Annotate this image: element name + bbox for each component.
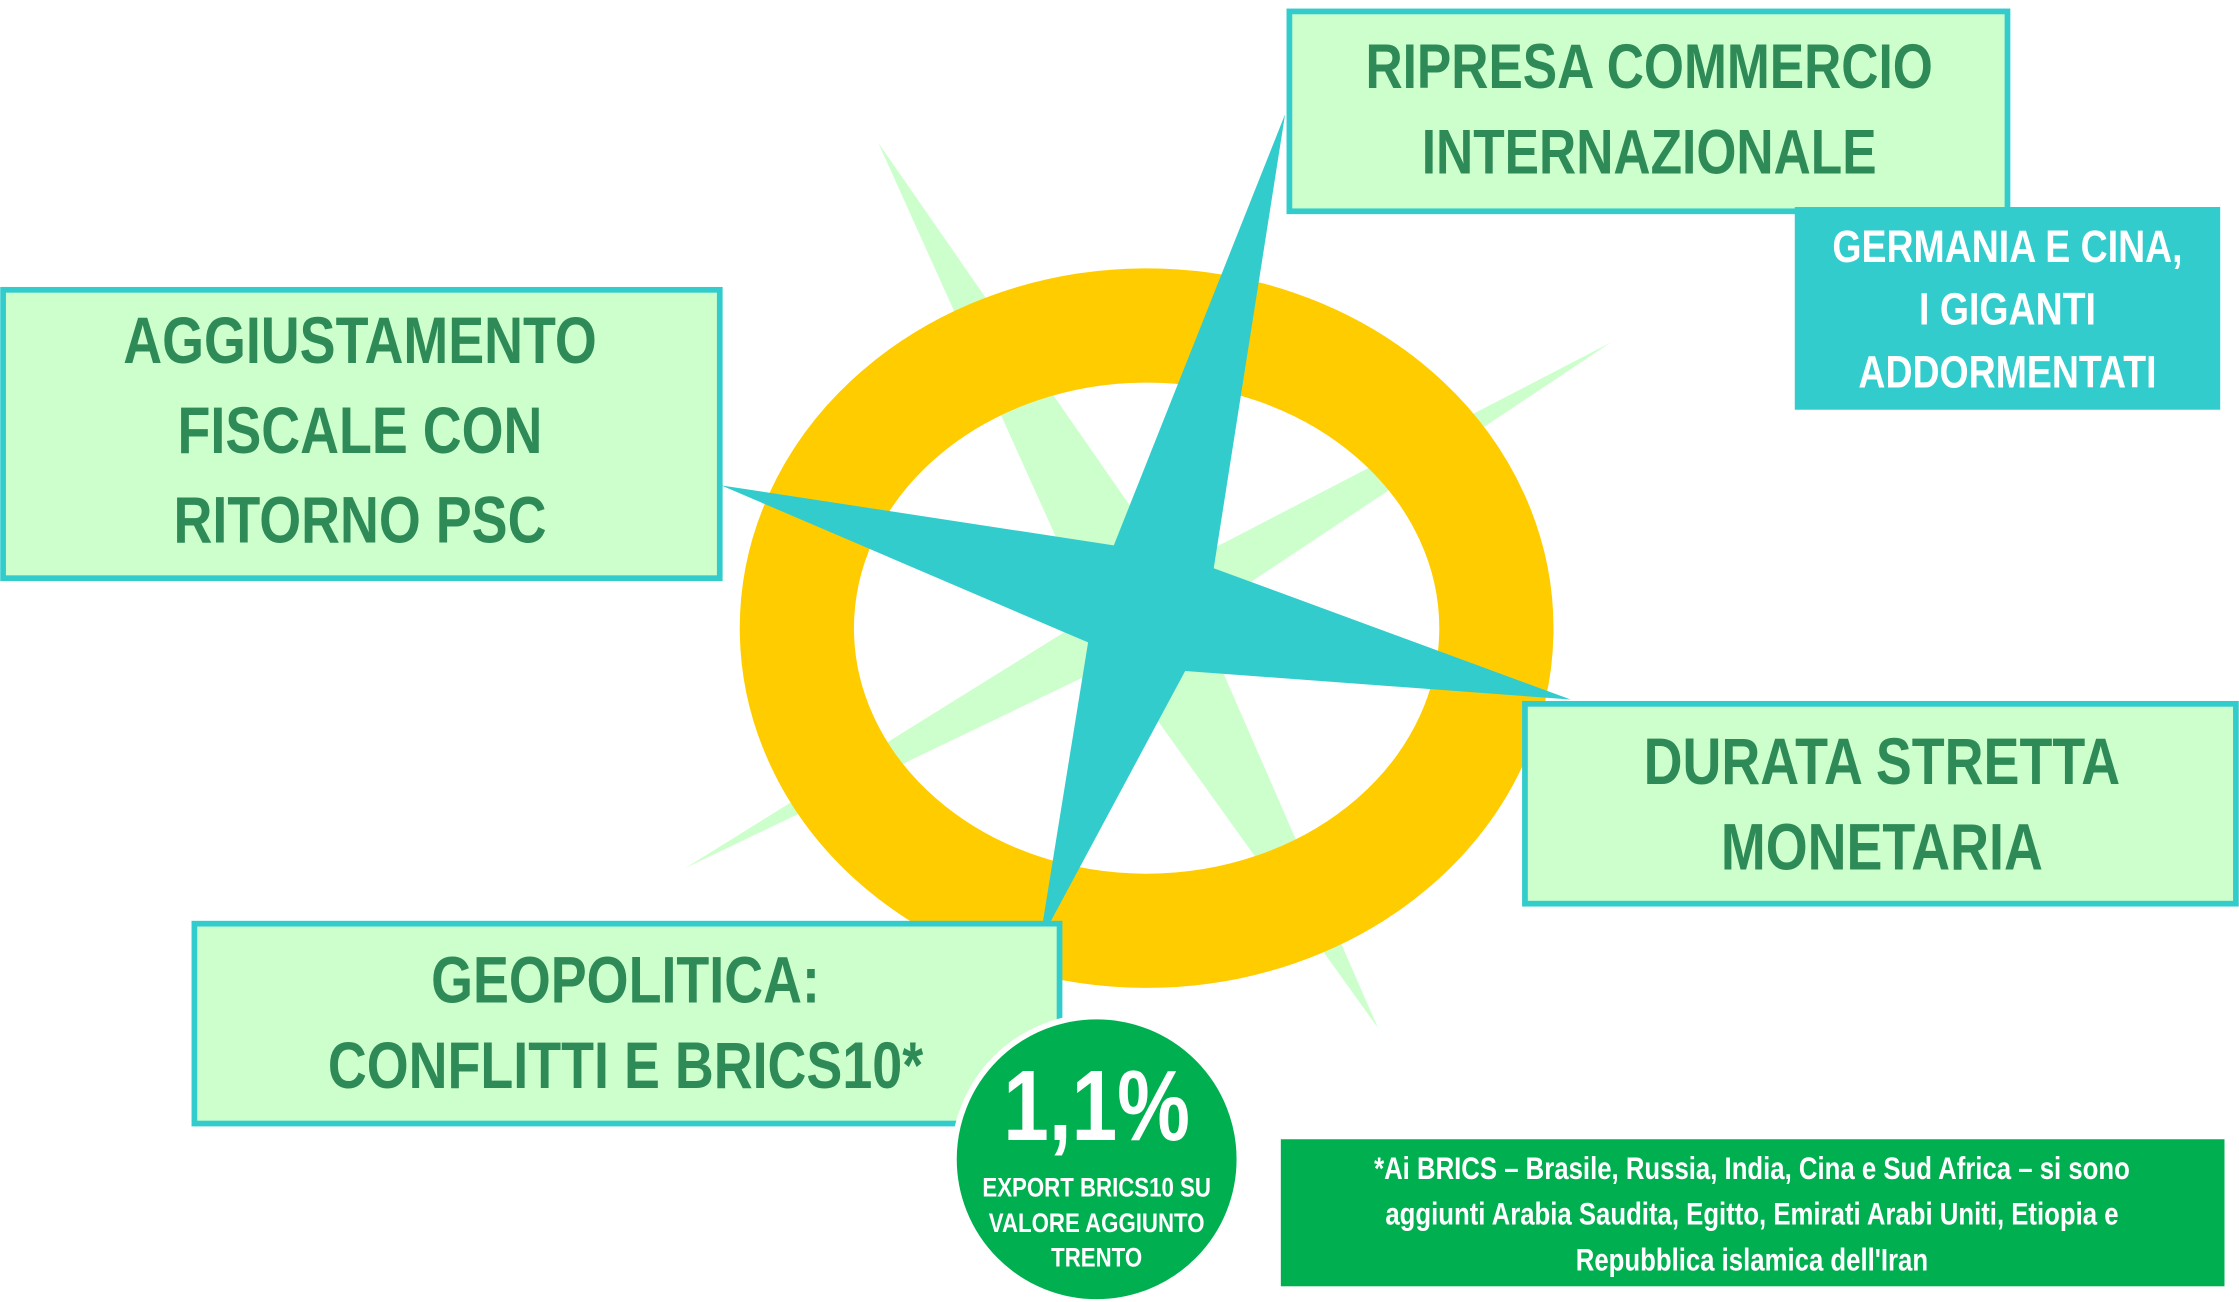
label: GEOPOLITICA: [431, 943, 820, 1016]
label: aggiunti Arabia Saudita, Egitto, Emirati… [1385, 1197, 2118, 1232]
label: RIPRESA COMMERCIO [1365, 32, 1932, 102]
label: ADDORMENTATI [1858, 347, 2156, 398]
label: Repubblica islamica dell'Iran [1576, 1242, 1928, 1277]
label: VALORE AGGIUNTO [989, 1207, 1205, 1238]
label: 1,1% [1003, 1051, 1190, 1162]
label: GERMANIA E CINA, [1832, 221, 2182, 272]
label: FISCALE CON [178, 394, 543, 467]
label: INTERNAZIONALE [1422, 118, 1877, 188]
label: DURATA STRETTA [1644, 725, 2120, 798]
label: RITORNO PSC [174, 484, 547, 557]
label: EXPORT BRICS10 SU [982, 1171, 1211, 1202]
label: *Ai BRICS – Brasile, Russia, India, Cina… [1374, 1151, 2130, 1186]
label: CONFLITTI E BRICS10* [328, 1029, 924, 1102]
page: RIPRESA COMMERCIO INTERNAZIONALE GERMANIA … [0, 0, 2239, 1302]
label: TRENTO [1051, 1241, 1142, 1272]
label: I GIGANTI [1919, 284, 2096, 335]
label: MONETARIA [1721, 811, 2043, 884]
label: AGGIUSTAMENTO [123, 304, 597, 377]
diagram: RIPRESA COMMERCIO INTERNAZIONALE GERMANIA … [0, 0, 2239, 1302]
